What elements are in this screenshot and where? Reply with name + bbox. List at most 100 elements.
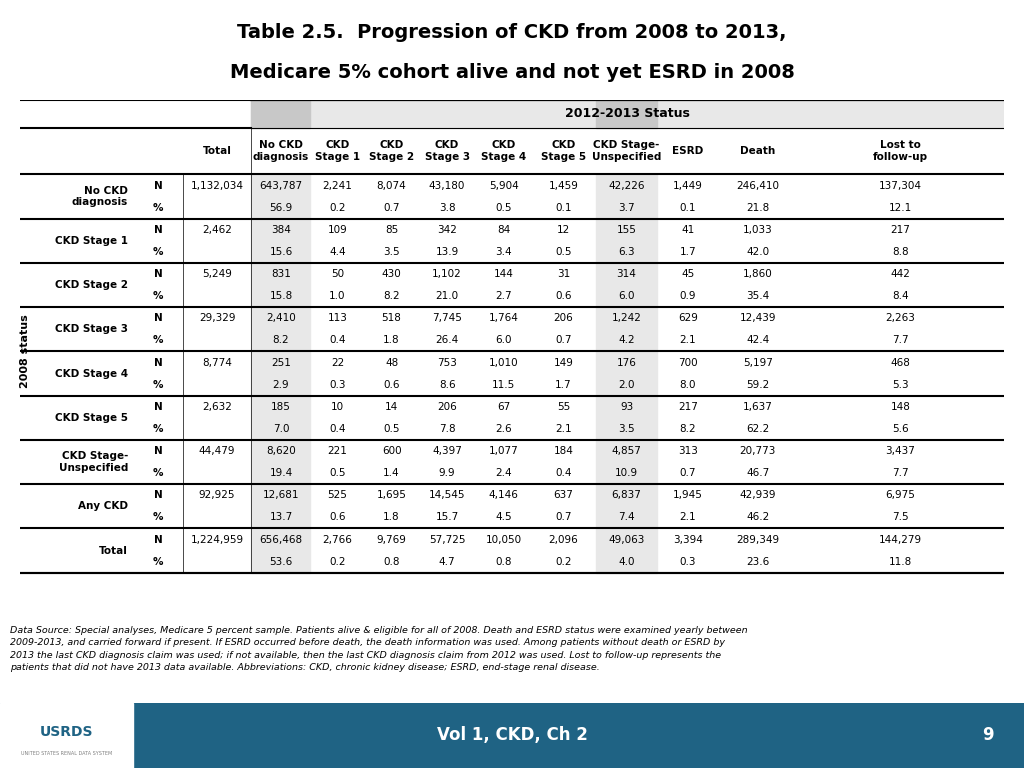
Text: 4,397: 4,397: [432, 446, 462, 456]
Text: N: N: [154, 446, 163, 456]
Text: ESRD: ESRD: [673, 146, 703, 157]
Text: 0.2: 0.2: [330, 557, 346, 567]
Text: 1,860: 1,860: [742, 269, 773, 279]
Text: 637: 637: [554, 490, 573, 500]
Text: 629: 629: [678, 313, 698, 323]
Text: 4.5: 4.5: [496, 512, 512, 522]
Text: 8.2: 8.2: [680, 424, 696, 434]
Text: 0.5: 0.5: [555, 247, 571, 257]
Bar: [596, 396, 657, 440]
Text: 4.2: 4.2: [618, 336, 635, 346]
Text: Death: Death: [740, 146, 775, 157]
Text: 1,224,959: 1,224,959: [190, 535, 244, 545]
Text: 42.4: 42.4: [746, 336, 769, 346]
Text: No CKD
diagnosis: No CKD diagnosis: [253, 141, 309, 162]
Text: 0.6: 0.6: [330, 512, 346, 522]
Bar: [252, 307, 310, 352]
Text: 57,725: 57,725: [429, 535, 465, 545]
Text: 8,074: 8,074: [377, 180, 407, 190]
Text: 59.2: 59.2: [746, 379, 769, 389]
Text: 0.6: 0.6: [555, 291, 571, 301]
Text: 2,410: 2,410: [266, 313, 296, 323]
Text: 0.7: 0.7: [555, 336, 571, 346]
Text: 1,449: 1,449: [673, 180, 702, 190]
Text: 753: 753: [437, 358, 457, 368]
Text: 251: 251: [271, 358, 291, 368]
Text: 5.6: 5.6: [892, 424, 908, 434]
Text: 23.6: 23.6: [746, 557, 769, 567]
Text: 314: 314: [616, 269, 637, 279]
Bar: [596, 307, 657, 352]
Text: 48: 48: [385, 358, 398, 368]
Text: 84: 84: [497, 225, 510, 235]
Text: 8.2: 8.2: [272, 336, 290, 346]
Text: 8,774: 8,774: [202, 358, 232, 368]
Text: %: %: [153, 557, 164, 567]
Text: 8.0: 8.0: [680, 379, 696, 389]
Text: Data Source: Special analyses, Medicare 5 percent sample. Patients alive & eligi: Data Source: Special analyses, Medicare …: [10, 626, 748, 673]
Text: 0.8: 0.8: [383, 557, 399, 567]
Bar: [252, 352, 310, 396]
Text: Any CKD: Any CKD: [78, 502, 128, 511]
Bar: [596, 484, 657, 528]
Text: 13.9: 13.9: [435, 247, 459, 257]
Text: 206: 206: [437, 402, 457, 412]
Text: 5,904: 5,904: [488, 180, 518, 190]
Text: 1.8: 1.8: [383, 336, 400, 346]
Bar: [252, 263, 310, 307]
Text: 4.4: 4.4: [329, 247, 346, 257]
Text: 3.7: 3.7: [618, 203, 635, 213]
Text: 12.1: 12.1: [889, 203, 912, 213]
Text: Total: Total: [203, 146, 231, 157]
Text: 221: 221: [328, 446, 347, 456]
Text: 0.3: 0.3: [330, 379, 346, 389]
Text: 2.0: 2.0: [618, 379, 635, 389]
Text: 2.1: 2.1: [680, 336, 696, 346]
Text: 430: 430: [382, 269, 401, 279]
Text: 2.9: 2.9: [272, 379, 290, 389]
Text: 4.0: 4.0: [618, 557, 635, 567]
Text: 4.7: 4.7: [439, 557, 456, 567]
Text: 1,764: 1,764: [488, 313, 518, 323]
Text: 7.7: 7.7: [892, 468, 908, 478]
Text: 35.4: 35.4: [746, 291, 769, 301]
Text: N: N: [154, 490, 163, 500]
Text: 1.4: 1.4: [383, 468, 400, 478]
Text: 7.5: 7.5: [892, 512, 908, 522]
Text: 313: 313: [678, 446, 698, 456]
Text: CKD Stage 3: CKD Stage 3: [55, 324, 128, 334]
Text: %: %: [153, 424, 164, 434]
Text: 0.4: 0.4: [330, 424, 346, 434]
Text: 12,439: 12,439: [739, 313, 776, 323]
Text: 26.4: 26.4: [435, 336, 459, 346]
Text: 0.5: 0.5: [330, 468, 346, 478]
Text: N: N: [154, 269, 163, 279]
Text: 3.8: 3.8: [439, 203, 456, 213]
Text: 2,263: 2,263: [886, 313, 915, 323]
Text: 10.9: 10.9: [615, 468, 638, 478]
Text: 7.0: 7.0: [272, 424, 289, 434]
Text: Table 2.5.  Progression of CKD from 2008 to 2013,: Table 2.5. Progression of CKD from 2008 …: [238, 23, 786, 42]
Text: 20,773: 20,773: [739, 446, 776, 456]
Text: 518: 518: [382, 313, 401, 323]
Text: 85: 85: [385, 225, 398, 235]
Text: 144,279: 144,279: [879, 535, 922, 545]
Text: 7,745: 7,745: [432, 313, 462, 323]
Text: 2008 status: 2008 status: [20, 315, 31, 389]
Text: %: %: [153, 203, 164, 213]
Bar: [596, 352, 657, 396]
Text: N: N: [154, 358, 163, 368]
Text: 42,939: 42,939: [739, 490, 776, 500]
Text: 6,837: 6,837: [611, 490, 641, 500]
Text: CKD
Stage 2: CKD Stage 2: [369, 141, 414, 162]
Text: 0.9: 0.9: [680, 291, 696, 301]
Text: 41: 41: [681, 225, 694, 235]
Text: 7.7: 7.7: [892, 336, 908, 346]
Text: 137,304: 137,304: [879, 180, 922, 190]
Text: 2.1: 2.1: [680, 512, 696, 522]
Bar: [252, 54, 310, 128]
Text: No CKD
diagnosis: No CKD diagnosis: [72, 186, 128, 207]
Text: %: %: [153, 247, 164, 257]
Text: 11.8: 11.8: [889, 557, 912, 567]
Text: 12: 12: [557, 225, 570, 235]
